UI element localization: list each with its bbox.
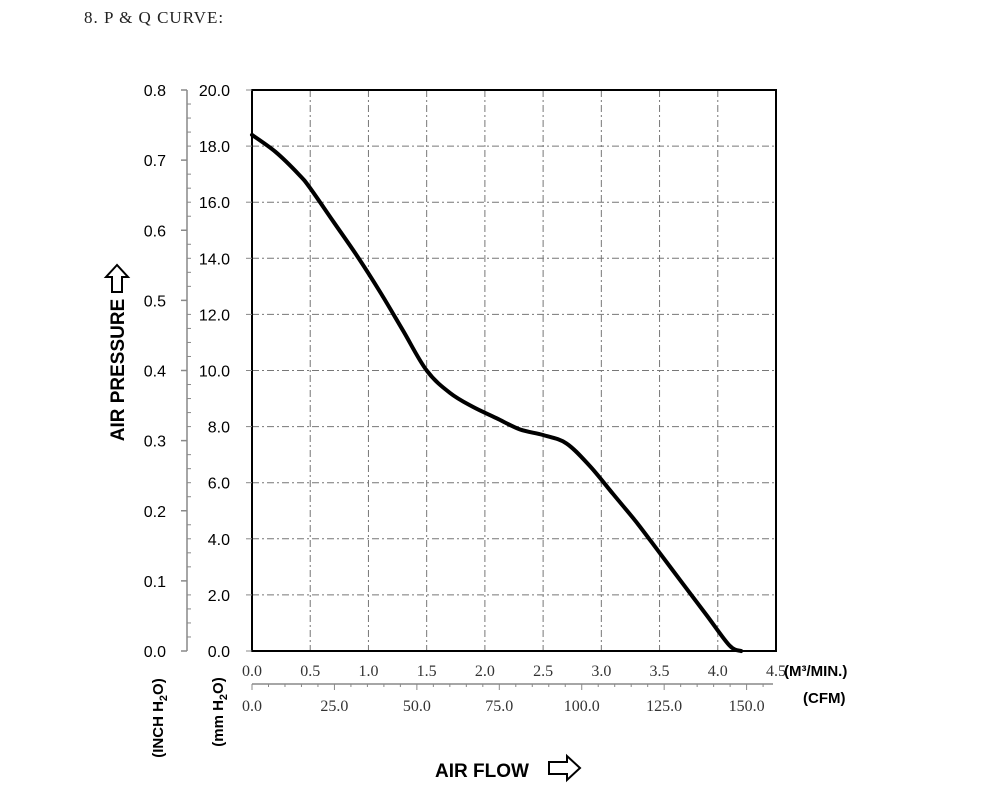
- pq-curve-point: [378, 290, 382, 294]
- pq-curve-point: [739, 649, 743, 653]
- y-unit-primary-label: (mm H2O): [210, 677, 230, 746]
- x-axis-title: AIR FLOW: [435, 761, 529, 782]
- pq-curve-point: [273, 150, 277, 154]
- series: [250, 132, 744, 653]
- x-tick-label: 2.0: [475, 663, 495, 680]
- x-tick-label: 2.5: [533, 663, 553, 680]
- x-unit-primary-label: (M³/MIN.): [784, 663, 847, 680]
- pq-curve-point: [658, 551, 662, 555]
- pq-curve-point: [681, 582, 685, 586]
- y-unit-secondary-group: (INCH H2O): [150, 678, 170, 757]
- x2-tick-label: 100.0: [564, 698, 600, 715]
- y-tick-label: 2.0: [208, 588, 230, 605]
- x-tick-label: 3.0: [591, 663, 611, 680]
- pq-curve-line: [250, 132, 744, 653]
- y2-tick-label: 0.8: [144, 83, 166, 100]
- y-tick-label: 10.0: [199, 364, 230, 381]
- x-tick-label: 0.0: [242, 663, 262, 680]
- y2-tick-label: 0.4: [144, 364, 166, 381]
- tick-labels: 0.0 0.1 0.2 0.3 0.4 0.5 0.6 0.7 0.8 0.0 2.0 4.0 6.0 8…: [144, 83, 786, 715]
- y-tick-label: 12.0: [199, 307, 230, 324]
- pq-curve-point: [308, 186, 312, 190]
- axes: [181, 89, 777, 690]
- pq-curve-point: [425, 369, 429, 372]
- pq-curve-point: [541, 433, 545, 437]
- pq-curve-point: [611, 492, 615, 496]
- y2-tick-label: 0.2: [144, 504, 166, 521]
- y-tick-label: 16.0: [199, 195, 230, 212]
- pq-curve-point: [495, 416, 499, 420]
- y-unit-primary-group: (mm H2O): [210, 677, 230, 746]
- y-tick-label: 4.0: [208, 532, 230, 549]
- x-tick-label: 4.5: [766, 663, 786, 680]
- x2-tick-label: 0.0: [242, 698, 262, 715]
- pq-curve-point: [588, 464, 592, 468]
- pq-curve-point: [518, 427, 522, 431]
- x2-tick-label: 150.0: [729, 698, 765, 715]
- y-tick-label: 0.0: [208, 644, 230, 661]
- y2-tick-label: 0.5: [144, 293, 166, 310]
- y-tick-label: 18.0: [199, 139, 230, 156]
- pq-curve-point: [564, 441, 568, 445]
- pq-curve-point: [471, 405, 475, 409]
- pq-curve-point: [448, 391, 452, 395]
- x2-tick-label: 50.0: [403, 698, 431, 715]
- y-tick-label: 20.0: [199, 83, 230, 100]
- y-axis-title-group: AIR PRESSURE: [108, 299, 129, 442]
- y-tick-label: 6.0: [208, 476, 230, 493]
- pq-curve-point: [401, 329, 405, 333]
- pq-curve-point: [355, 253, 359, 257]
- y2-tick-label: 0.7: [144, 153, 166, 170]
- pq-curve-point: [297, 172, 301, 176]
- grid: [252, 90, 776, 651]
- pq-curve-point: [250, 133, 254, 137]
- x2-tick-label: 125.0: [646, 698, 682, 715]
- x2-tick-label: 75.0: [485, 698, 513, 715]
- y2-tick-label: 0.6: [144, 223, 166, 240]
- y-axis-title: AIR PRESSURE: [108, 299, 129, 442]
- x-tick-label: 3.5: [650, 663, 670, 680]
- pq-curve-point: [704, 613, 708, 617]
- y2-tick-label: 0.0: [144, 644, 166, 661]
- y-tick-label: 14.0: [199, 251, 230, 268]
- y-tick-label: 8.0: [208, 420, 230, 437]
- pq-curve-point: [727, 643, 731, 647]
- x-tick-label: 4.0: [708, 663, 728, 680]
- x2-tick-label: 25.0: [320, 698, 348, 715]
- y2-tick-label: 0.3: [144, 434, 166, 451]
- arrow-right-icon: [548, 753, 582, 783]
- pq-curve-point: [332, 220, 336, 224]
- x-tick-label: 1.0: [358, 663, 378, 680]
- x-tick-label: 0.5: [300, 663, 320, 680]
- x-tick-label: 1.5: [417, 663, 437, 680]
- x-unit-secondary-label: (CFM): [803, 690, 845, 707]
- y2-tick-label: 0.1: [144, 574, 166, 591]
- section-title: 8. P & Q CURVE:: [84, 8, 225, 27]
- arrow-up-icon: [103, 263, 131, 293]
- pq-curve-point: [634, 520, 638, 524]
- y-unit-secondary-label: (INCH H2O): [150, 678, 170, 757]
